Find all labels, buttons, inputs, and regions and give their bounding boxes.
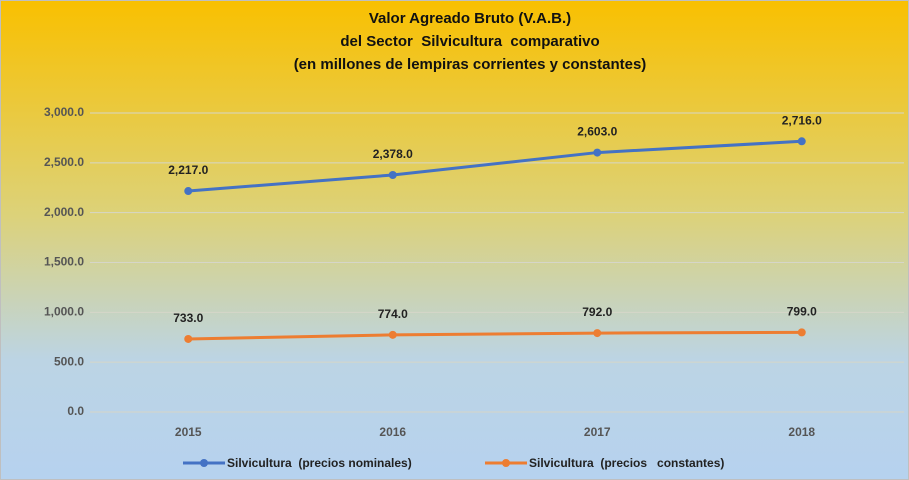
value-label: 2,716.0 [782, 113, 822, 127]
marker [797, 328, 806, 337]
marker [184, 187, 193, 196]
series-line [188, 139, 802, 193]
marker [797, 137, 806, 146]
series-line [188, 330, 802, 341]
value-label: 792.0 [582, 305, 612, 319]
marker [593, 329, 602, 338]
marker [593, 148, 602, 157]
legend-marker [200, 459, 208, 467]
value-label: 2,217.0 [168, 163, 208, 177]
chart-title: Valor Agreado Bruto (V.A.B.) [369, 10, 571, 27]
x-tick-label: 2018 [788, 425, 815, 439]
x-tick-label: 2017 [584, 425, 611, 439]
y-tick-label: 1,500.0 [44, 255, 84, 269]
value-label: 774.0 [378, 307, 408, 321]
y-tick-label: 2,500.0 [44, 155, 84, 169]
y-tick-label: 2,000.0 [44, 205, 84, 219]
y-tick-label: 3,000.0 [44, 105, 84, 119]
x-tick-label: 2015 [175, 425, 202, 439]
y-tick-label: 1,000.0 [44, 305, 84, 319]
marker [388, 330, 397, 339]
value-label: 733.0 [173, 311, 203, 325]
chart-title: del Sector Silvicultura comparativo [340, 33, 599, 50]
value-label: 2,378.0 [373, 147, 413, 161]
legend-label: Silvicultura (precios nominales) [227, 456, 412, 470]
y-tick-label: 500.0 [54, 354, 84, 368]
value-label: 799.0 [787, 305, 817, 319]
marker [388, 170, 397, 179]
y-tick-label: 0.0 [67, 404, 84, 418]
legend-marker [502, 459, 510, 467]
value-label: 2,603.0 [577, 125, 617, 139]
marker [184, 334, 193, 343]
chart-title: (en millones de lempiras corrientes y co… [294, 56, 647, 73]
x-tick-label: 2016 [379, 425, 406, 439]
legend-label: Silvicultura (precios constantes) [529, 456, 724, 470]
